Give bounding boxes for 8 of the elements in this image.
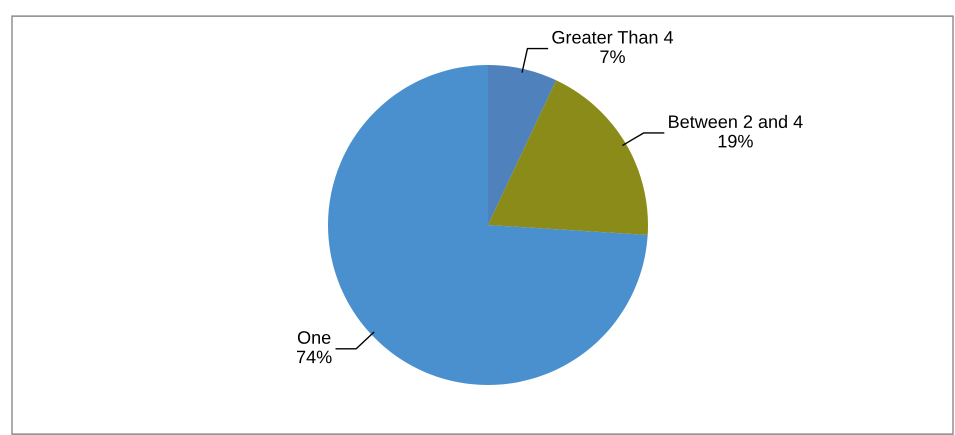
- slice-label: One: [298, 331, 330, 344]
- slice-label: Greater Than 4: [552, 30, 674, 44]
- pie-slice: [488, 80, 648, 236]
- data-label: 74%: [296, 350, 332, 364]
- pie-slice: [488, 65, 556, 225]
- data-label: 7%: [600, 50, 625, 64]
- slice-label: Between 2 and 4: [669, 114, 803, 128]
- data-label: 19%: [718, 134, 753, 148]
